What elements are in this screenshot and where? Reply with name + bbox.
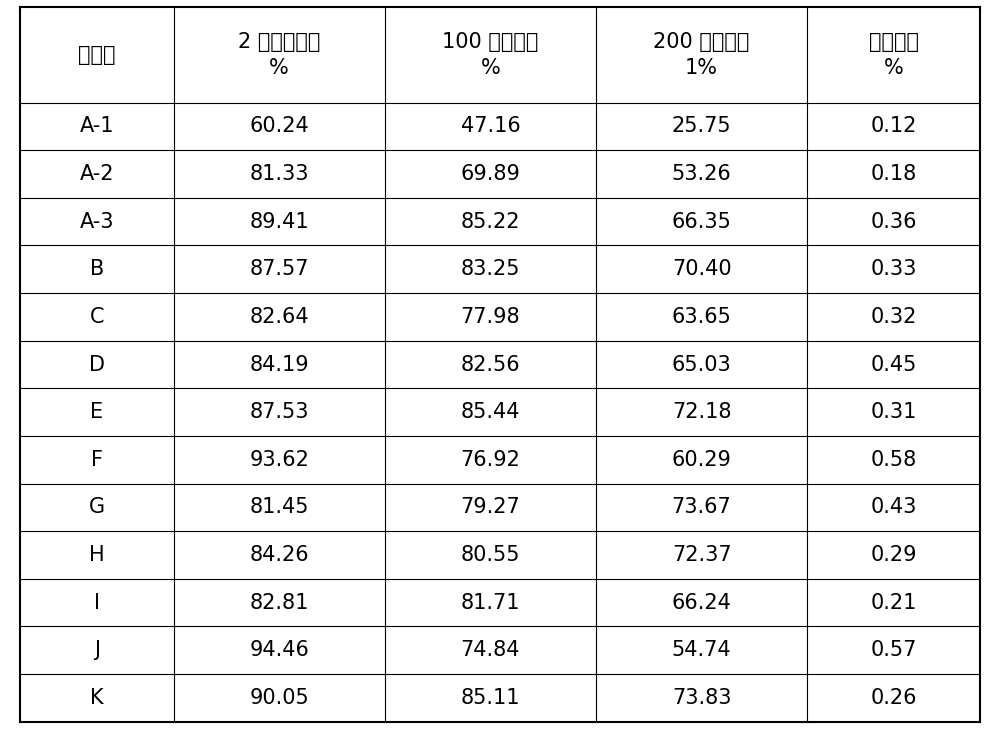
Text: 81.33: 81.33	[249, 164, 309, 184]
Text: A-1: A-1	[80, 117, 114, 136]
Text: 82.64: 82.64	[249, 307, 309, 327]
Text: 0.45: 0.45	[870, 354, 917, 375]
Text: 芳烃损失
%: 芳烃损失 %	[869, 32, 919, 78]
Text: 0.33: 0.33	[870, 260, 917, 279]
Text: 74.84: 74.84	[461, 640, 520, 660]
Text: 0.29: 0.29	[870, 545, 917, 565]
Text: 73.83: 73.83	[672, 688, 731, 708]
Text: 0.18: 0.18	[870, 164, 917, 184]
Text: 93.62: 93.62	[249, 450, 309, 469]
Text: 0.31: 0.31	[870, 402, 917, 422]
Text: 66.35: 66.35	[672, 211, 732, 232]
Text: 65.03: 65.03	[672, 354, 731, 375]
Text: 87.53: 87.53	[249, 402, 309, 422]
Text: 81.71: 81.71	[461, 593, 520, 612]
Text: A-3: A-3	[80, 211, 114, 232]
Text: 84.19: 84.19	[249, 354, 309, 375]
Text: 82.81: 82.81	[250, 593, 309, 612]
Text: D: D	[89, 354, 105, 375]
Text: 100 小时活性
%: 100 小时活性 %	[442, 32, 539, 78]
Text: 60.29: 60.29	[672, 450, 732, 469]
Text: 0.12: 0.12	[870, 117, 917, 136]
Text: 87.57: 87.57	[249, 260, 309, 279]
Text: J: J	[94, 640, 100, 660]
Text: 80.55: 80.55	[461, 545, 520, 565]
Text: 0.43: 0.43	[870, 497, 917, 518]
Text: C: C	[90, 307, 104, 327]
Text: 0.36: 0.36	[870, 211, 917, 232]
Text: 85.22: 85.22	[461, 211, 520, 232]
Text: 54.74: 54.74	[672, 640, 731, 660]
Text: 73.67: 73.67	[672, 497, 731, 518]
Text: B: B	[90, 260, 104, 279]
Text: 47.16: 47.16	[461, 117, 520, 136]
Text: 催化剂: 催化剂	[78, 45, 116, 65]
Text: 2 小时初活性
%: 2 小时初活性 %	[238, 32, 320, 78]
Text: 79.27: 79.27	[461, 497, 520, 518]
Text: I: I	[94, 593, 100, 612]
Text: 76.92: 76.92	[460, 450, 520, 469]
Text: 94.46: 94.46	[249, 640, 309, 660]
Text: 0.32: 0.32	[870, 307, 917, 327]
Text: 72.37: 72.37	[672, 545, 731, 565]
Text: 60.24: 60.24	[249, 117, 309, 136]
Text: 200 小时活性
1%: 200 小时活性 1%	[653, 32, 750, 78]
Text: 84.26: 84.26	[249, 545, 309, 565]
Text: H: H	[89, 545, 105, 565]
Text: 89.41: 89.41	[249, 211, 309, 232]
Text: 81.45: 81.45	[249, 497, 309, 518]
Text: 66.24: 66.24	[672, 593, 732, 612]
Text: 85.11: 85.11	[461, 688, 520, 708]
Text: K: K	[90, 688, 104, 708]
Text: 53.26: 53.26	[672, 164, 731, 184]
Text: 70.40: 70.40	[672, 260, 731, 279]
Text: A-2: A-2	[80, 164, 114, 184]
Text: 0.58: 0.58	[870, 450, 917, 469]
Text: 90.05: 90.05	[249, 688, 309, 708]
Text: 0.26: 0.26	[870, 688, 917, 708]
Text: 72.18: 72.18	[672, 402, 731, 422]
Text: 63.65: 63.65	[672, 307, 732, 327]
Text: 82.56: 82.56	[461, 354, 520, 375]
Text: 83.25: 83.25	[461, 260, 520, 279]
Text: E: E	[90, 402, 103, 422]
Text: 69.89: 69.89	[460, 164, 520, 184]
Text: 85.44: 85.44	[461, 402, 520, 422]
Text: G: G	[89, 497, 105, 518]
Text: 0.57: 0.57	[870, 640, 917, 660]
Text: 25.75: 25.75	[672, 117, 731, 136]
Text: 0.21: 0.21	[870, 593, 917, 612]
Text: F: F	[91, 450, 103, 469]
Text: 77.98: 77.98	[461, 307, 520, 327]
